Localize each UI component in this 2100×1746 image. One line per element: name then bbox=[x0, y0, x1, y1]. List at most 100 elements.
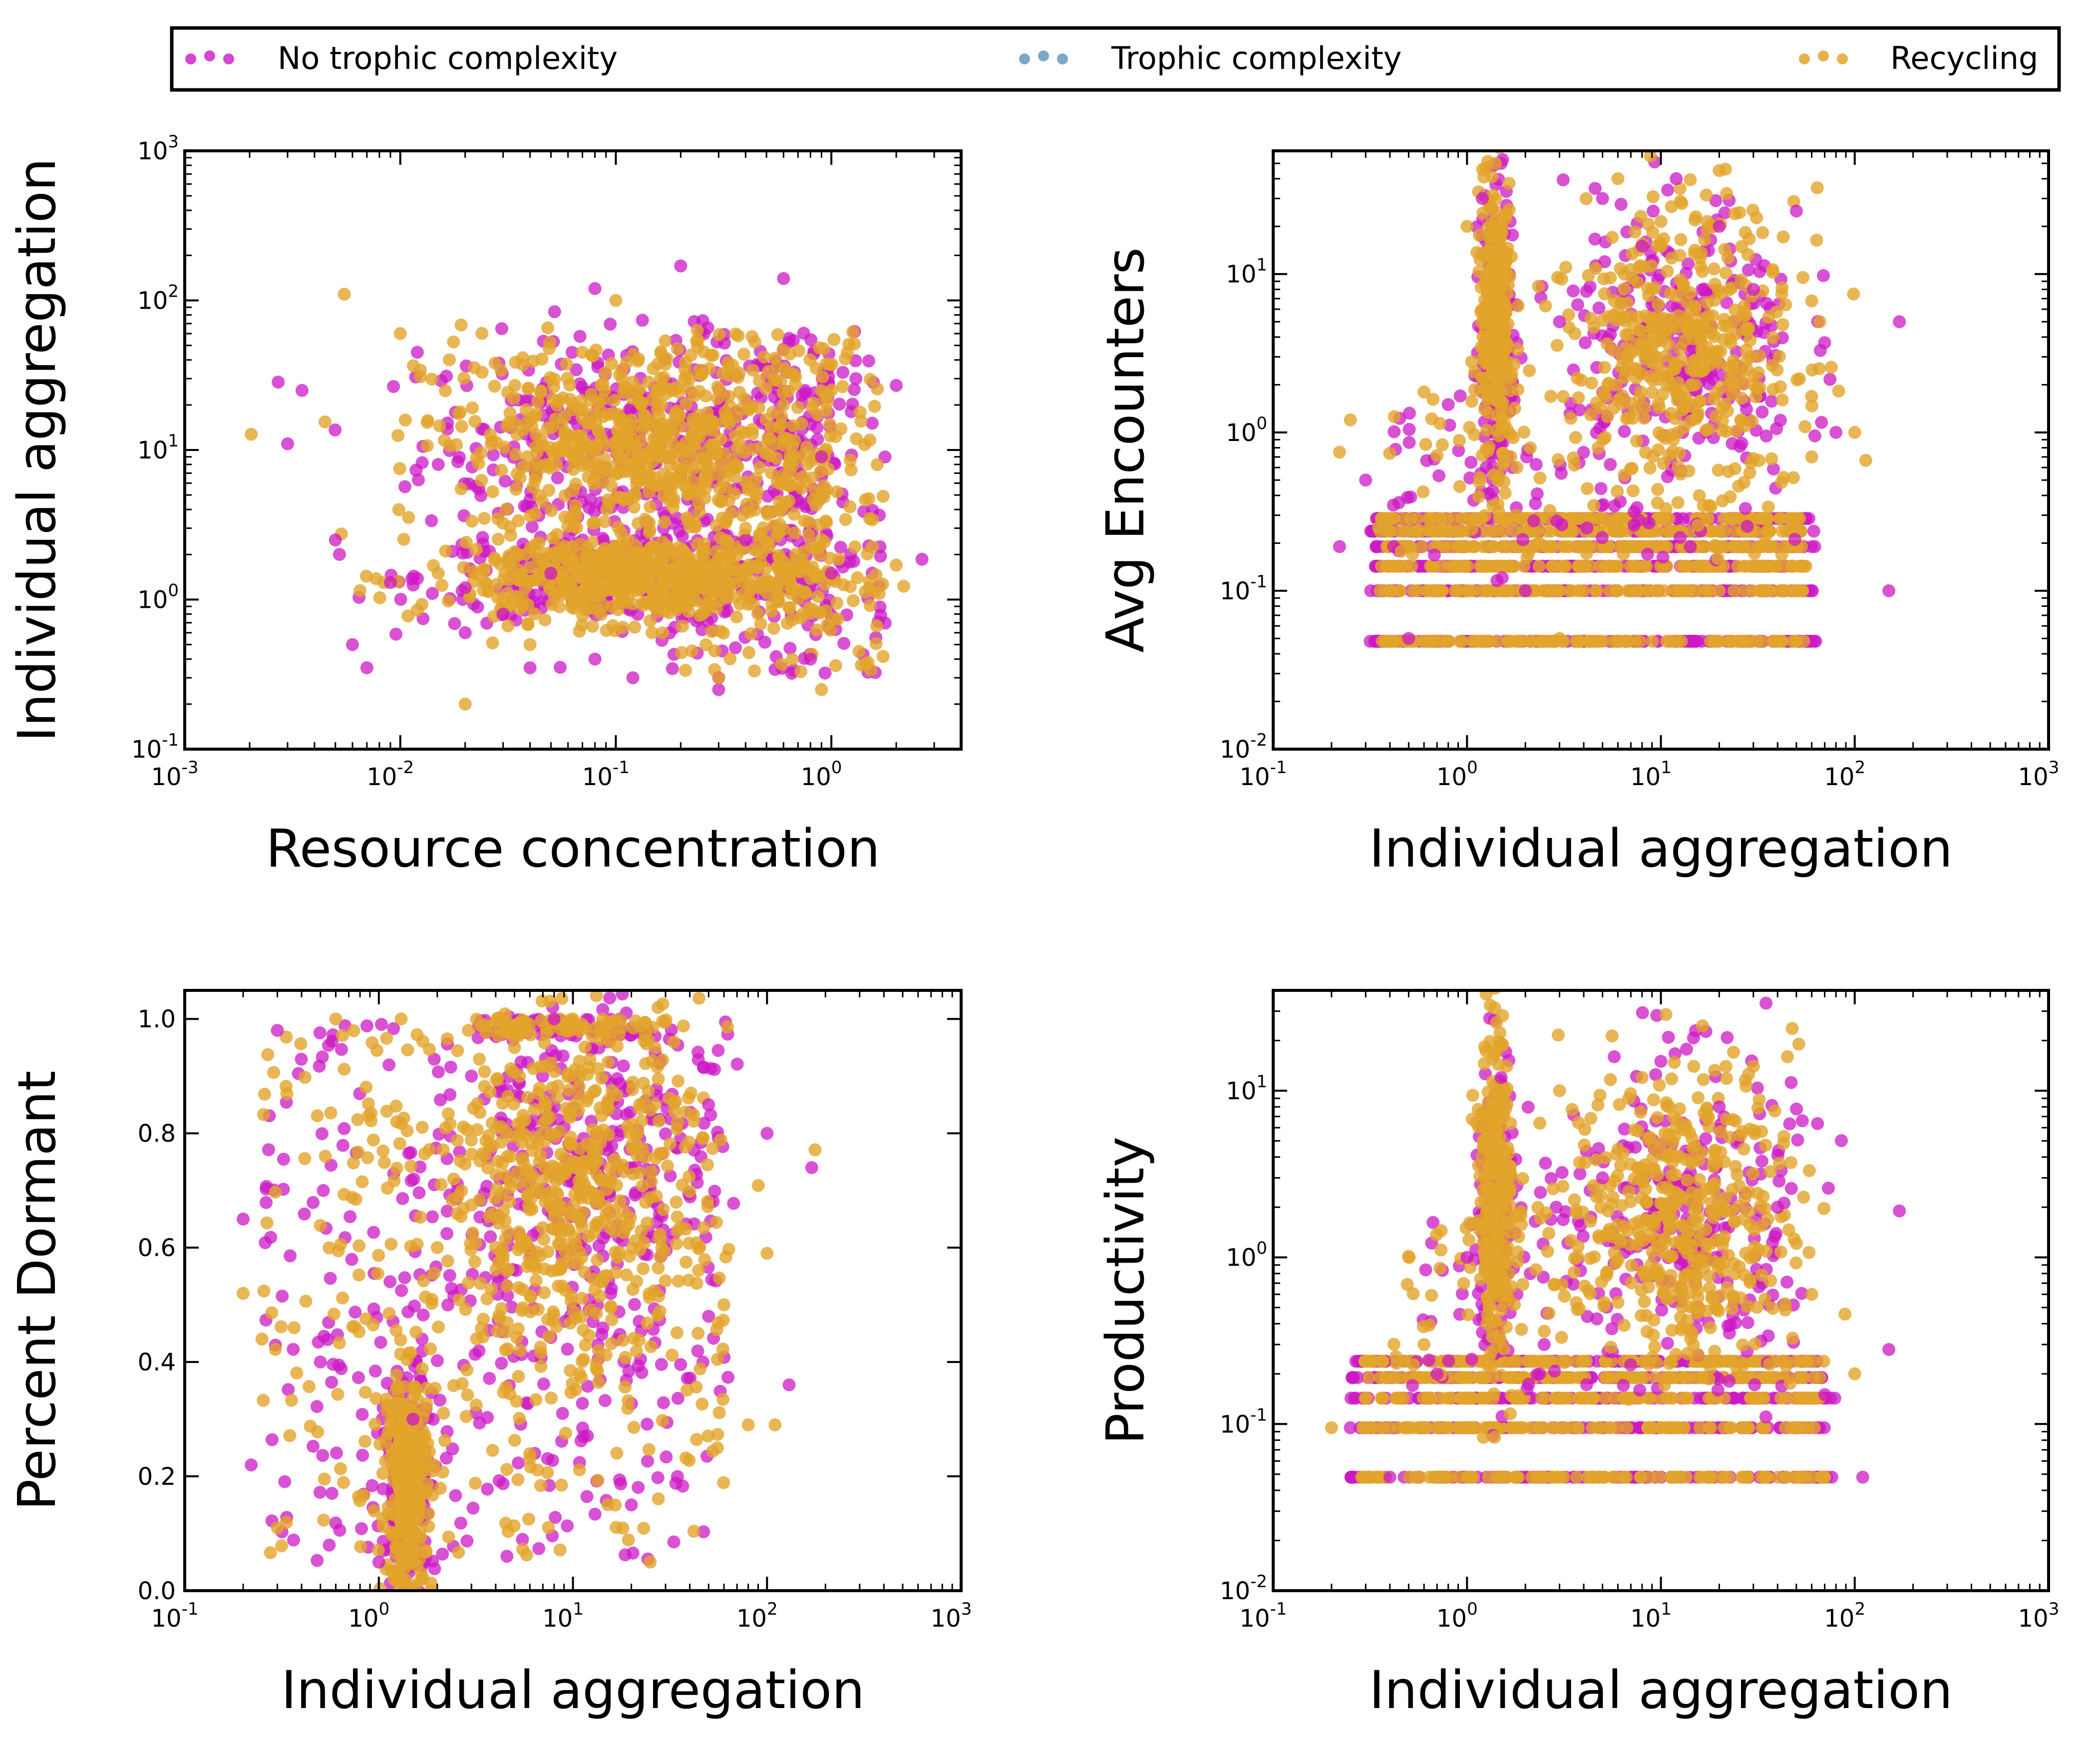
scatter-point bbox=[759, 382, 773, 396]
scatter-point bbox=[1651, 483, 1665, 496]
scatter-point bbox=[548, 589, 561, 603]
scatter-point bbox=[496, 516, 510, 530]
scatter-point bbox=[618, 581, 632, 595]
scatter-point bbox=[1522, 546, 1535, 559]
scatter-point bbox=[754, 617, 767, 631]
scatter-point bbox=[1580, 285, 1593, 298]
scatter-point bbox=[1543, 540, 1556, 553]
scatter-point bbox=[1432, 584, 1446, 597]
scatter-point bbox=[758, 635, 771, 649]
scatter-point bbox=[556, 391, 570, 405]
scatter-point bbox=[545, 504, 558, 517]
scatter-point bbox=[1467, 428, 1481, 441]
scatter-point bbox=[1589, 584, 1603, 597]
scatter-point bbox=[842, 338, 856, 351]
data-point-no-trophic bbox=[544, 566, 558, 580]
scatter-point bbox=[484, 428, 497, 441]
scatter-point bbox=[847, 594, 860, 607]
scatter-point bbox=[714, 433, 727, 446]
scatter-point bbox=[871, 458, 884, 471]
scatter-point bbox=[1753, 265, 1766, 278]
scatter-point bbox=[733, 437, 746, 451]
scatter-point bbox=[1496, 540, 1509, 553]
scatter-point bbox=[1700, 188, 1713, 202]
scatter-point bbox=[1395, 544, 1408, 558]
scatter-point bbox=[673, 468, 686, 482]
scatter-point bbox=[644, 597, 657, 611]
scatter-point bbox=[1716, 414, 1729, 428]
scatter-point bbox=[1810, 233, 1823, 247]
scatter-point bbox=[711, 380, 724, 394]
scatter-point bbox=[391, 429, 405, 442]
scatter-point bbox=[1812, 362, 1826, 376]
scatter-point bbox=[721, 412, 734, 425]
scatter-point bbox=[1492, 584, 1506, 597]
scatter-point bbox=[471, 600, 484, 614]
scatter-point bbox=[272, 376, 285, 389]
scatter-point bbox=[1611, 635, 1624, 648]
scatter-point bbox=[469, 543, 483, 556]
scatter-point bbox=[1498, 455, 1511, 469]
scatter-point bbox=[1660, 540, 1674, 553]
data-point-no-trophic bbox=[588, 652, 602, 666]
scatter-point bbox=[1624, 584, 1637, 597]
scatter-point bbox=[724, 464, 737, 477]
scatter-point bbox=[509, 482, 523, 496]
scatter-point bbox=[615, 452, 628, 465]
scatter-point bbox=[1602, 559, 1616, 573]
scatter-point bbox=[600, 584, 613, 597]
scatter-point bbox=[823, 418, 836, 431]
scatter-point bbox=[1407, 584, 1420, 597]
scatter-point bbox=[401, 609, 415, 623]
scatter-point bbox=[644, 419, 658, 432]
data-point-recycling bbox=[695, 458, 708, 471]
scatter-point bbox=[1674, 531, 1687, 544]
data-point-recycling bbox=[431, 566, 445, 580]
scatter-point bbox=[844, 453, 857, 467]
scatter-point bbox=[1482, 559, 1496, 573]
scatter-point bbox=[863, 599, 877, 612]
scatter-point bbox=[668, 415, 681, 428]
scatter-point bbox=[392, 503, 405, 516]
legend-item-trophic: Trophic complexity bbox=[1019, 40, 1401, 76]
scatter-point bbox=[398, 480, 411, 493]
scatter-point bbox=[512, 514, 525, 527]
scatter-point bbox=[1571, 372, 1584, 385]
scatter-point bbox=[737, 348, 750, 361]
scatter-point bbox=[542, 483, 556, 497]
scatter-point bbox=[821, 618, 834, 631]
scatter-point bbox=[513, 602, 527, 616]
scatter-point bbox=[1684, 540, 1697, 553]
scatter-point bbox=[667, 427, 680, 440]
scatter-point bbox=[1759, 430, 1773, 442]
y-tick-exponent: 2 bbox=[168, 282, 179, 302]
scatter-point bbox=[672, 385, 685, 399]
data-point-no-trophic bbox=[712, 683, 725, 696]
scatter-point bbox=[811, 590, 825, 603]
scatter-point bbox=[433, 419, 446, 433]
scatter-point bbox=[807, 397, 820, 410]
scatter-point bbox=[620, 416, 634, 430]
scatter-point bbox=[771, 576, 784, 589]
scatter-point bbox=[1620, 297, 1634, 310]
scatter-point bbox=[510, 590, 524, 603]
scatter-point bbox=[1805, 399, 1818, 413]
scatter-point bbox=[772, 421, 786, 434]
scatter-point bbox=[605, 479, 618, 492]
y-tick-base: 10 bbox=[137, 436, 168, 464]
scatter-point bbox=[685, 348, 698, 362]
scatter-point bbox=[1702, 512, 1715, 525]
scatter-point bbox=[1621, 351, 1634, 365]
scatter-point bbox=[513, 471, 527, 484]
scatter-point bbox=[1665, 200, 1678, 213]
data-point-no-trophic bbox=[523, 661, 537, 675]
scatter-point bbox=[1770, 559, 1783, 573]
scatter-point bbox=[644, 500, 657, 513]
scatter-point bbox=[487, 448, 500, 461]
scatter-point bbox=[1402, 407, 1416, 420]
scatter-point bbox=[1431, 635, 1445, 648]
scatter-point bbox=[1511, 299, 1525, 313]
scatter-point bbox=[448, 617, 461, 630]
scatter-point bbox=[859, 658, 872, 671]
scatter-point bbox=[846, 398, 859, 411]
